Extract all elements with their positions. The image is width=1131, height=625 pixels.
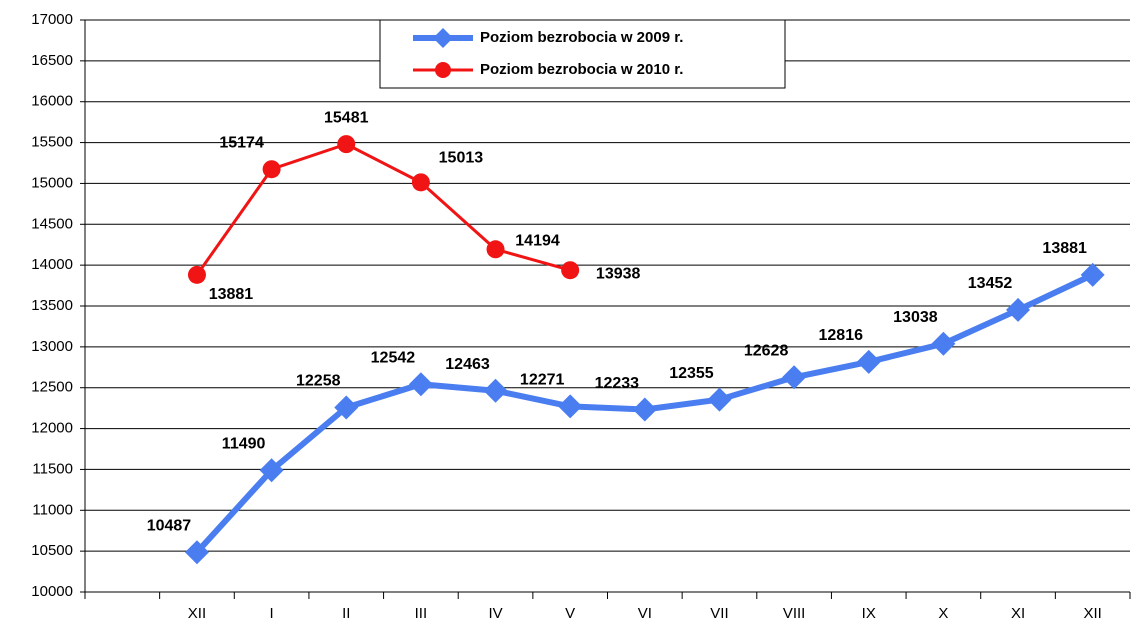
point (262, 160, 281, 179)
point (782, 365, 807, 390)
data-label: 13452 (968, 275, 1013, 292)
y-tick-label: 15000 (31, 174, 73, 191)
point (1080, 262, 1105, 287)
data-label: 12355 (669, 365, 714, 382)
y-tick-label: 12500 (31, 379, 73, 396)
data-label: 13038 (893, 309, 938, 326)
data-label: 11490 (222, 435, 266, 452)
data-label: 12628 (744, 342, 789, 359)
legend-swatch-marker (435, 62, 451, 78)
y-tick-label: 16500 (31, 52, 73, 69)
series-line (195, 142, 571, 276)
legend-label: Poziom bezrobocia w 2009 r. (480, 29, 683, 46)
point (187, 265, 206, 284)
data-label: 14194 (515, 233, 560, 250)
x-tick-label: VII (710, 605, 728, 622)
point (334, 395, 359, 420)
y-tick-label: 13000 (31, 338, 73, 355)
point (931, 331, 956, 356)
y-tick-label: 13500 (31, 297, 73, 314)
x-tick-label: VI (638, 605, 652, 622)
y-tick-label: 15500 (31, 134, 73, 151)
data-label: 10487 (147, 517, 192, 534)
point (483, 378, 508, 403)
x-tick-label: IV (488, 605, 502, 622)
point (856, 349, 881, 374)
x-tick-label: XII (1084, 605, 1102, 622)
point (1006, 297, 1031, 322)
point (259, 458, 284, 483)
data-label: 12542 (371, 350, 416, 367)
point (486, 240, 505, 259)
data-label: 15013 (439, 150, 484, 167)
point (632, 397, 657, 422)
point (337, 135, 356, 154)
x-tick-label: III (415, 605, 428, 622)
legend-box (379, 19, 786, 89)
data-label: 15481 (324, 109, 369, 126)
y-tick-label: 11500 (32, 460, 73, 477)
y-tick-label: 17000 (31, 11, 73, 28)
x-tick-label: II (342, 605, 350, 622)
y-tick-label: 11000 (32, 501, 73, 518)
y-tick-label: 14000 (31, 256, 73, 273)
data-label: 12816 (819, 327, 864, 344)
y-tick-label: 14500 (31, 215, 73, 232)
point (561, 261, 580, 280)
x-tick-label: IX (862, 605, 876, 622)
point (184, 540, 209, 565)
data-label: 12463 (445, 356, 490, 373)
point (411, 173, 430, 192)
x-tick-label: XI (1011, 605, 1025, 622)
x-tick-label: X (938, 605, 948, 622)
x-tick-label: VIII (783, 605, 806, 622)
x-tick-label: V (565, 605, 575, 622)
data-label: 12258 (296, 373, 341, 390)
data-label: 13881 (209, 286, 254, 303)
y-tick-label: 12000 (31, 420, 73, 437)
legend-label: Poziom bezrobocia w 2010 r. (480, 61, 683, 78)
data-label: 13881 (1042, 240, 1087, 257)
point (408, 372, 433, 397)
x-tick-label: I (270, 605, 274, 622)
y-tick-label: 16000 (31, 93, 73, 110)
x-tick-label: XII (188, 605, 206, 622)
point (707, 387, 732, 412)
y-tick-label: 10000 (31, 583, 73, 600)
data-label: 12233 (595, 375, 640, 392)
data-label: 12271 (520, 372, 565, 389)
point (558, 394, 583, 419)
data-label: 15174 (219, 134, 264, 151)
legend-swatch-marker (433, 28, 453, 48)
data-label: 13938 (596, 265, 641, 282)
y-tick-label: 10500 (31, 542, 73, 559)
